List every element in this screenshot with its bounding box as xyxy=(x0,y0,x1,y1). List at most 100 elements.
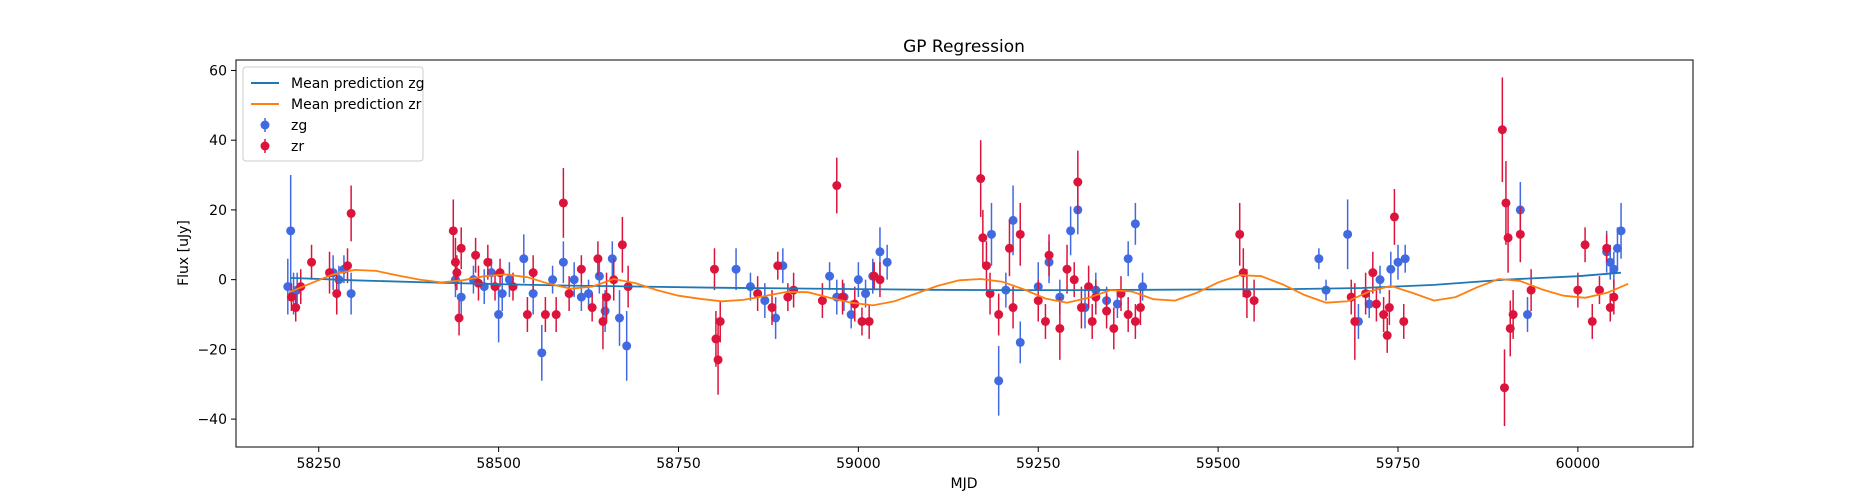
data-point-zg xyxy=(1066,226,1076,236)
data-point-zg xyxy=(986,229,996,239)
series-zg xyxy=(283,175,1626,416)
data-point-zg xyxy=(1609,264,1619,274)
data-point-zg xyxy=(456,292,466,302)
data-point-zg xyxy=(558,257,568,267)
data-point-zr xyxy=(1004,243,1014,253)
data-point-zg xyxy=(1400,254,1410,264)
data-point-zg xyxy=(1130,219,1140,229)
data-point-zg xyxy=(846,310,856,320)
data-point-zr xyxy=(715,316,725,326)
data-point-zr xyxy=(617,240,627,250)
data-point-zg xyxy=(622,341,632,351)
data-point-zr xyxy=(713,355,723,365)
data-point-zg xyxy=(594,271,604,281)
data-point-zr xyxy=(857,316,867,326)
y-axis: −40 −20 0 20 40 60 xyxy=(197,63,236,428)
data-point-zr xyxy=(875,275,885,285)
data-point-zr xyxy=(343,261,353,271)
data-point-zr xyxy=(817,296,827,306)
y-tick-label: 60 xyxy=(209,63,227,79)
data-point-zr xyxy=(1594,285,1604,295)
data-point-zg xyxy=(548,275,558,285)
data-point-zr xyxy=(471,250,481,260)
data-point-zr xyxy=(332,289,342,299)
data-point-zr xyxy=(1605,303,1615,313)
data-point-zr xyxy=(1389,212,1399,222)
data-point-zr xyxy=(1069,275,1079,285)
data-point-zg xyxy=(760,296,770,306)
data-point-zr xyxy=(1044,250,1054,260)
data-point-zg xyxy=(1605,257,1615,267)
series-zr xyxy=(286,77,1619,427)
data-point-zr xyxy=(783,292,793,302)
data-point-zg xyxy=(1343,229,1353,239)
data-point-zr xyxy=(1242,289,1252,299)
data-point-zr xyxy=(593,254,603,264)
data-point-zr xyxy=(789,285,799,295)
x-tick-label: 59500 xyxy=(1196,456,1241,472)
data-point-zr xyxy=(456,243,466,253)
data-point-zr xyxy=(1399,316,1409,326)
data-point-zr xyxy=(1055,323,1065,333)
data-point-zg xyxy=(1393,257,1403,267)
data-point-zr xyxy=(994,310,1004,320)
data-point-zr xyxy=(753,289,763,299)
data-point-zr xyxy=(558,198,568,208)
legend-label: Mean prediction zg xyxy=(291,76,425,92)
data-point-zg xyxy=(882,257,892,267)
y-axis-title: Flux [uJy] xyxy=(176,220,192,286)
data-point-zr xyxy=(598,316,608,326)
data-point-zr xyxy=(981,261,991,271)
data-point-zg xyxy=(1314,254,1324,264)
data-point-zr xyxy=(1609,292,1619,302)
data-point-zr xyxy=(1503,233,1513,243)
data-point-zg xyxy=(528,289,538,299)
data-point-zr xyxy=(978,233,988,243)
data-point-zg xyxy=(614,313,624,323)
data-point-zr xyxy=(1249,296,1259,306)
y-tick-label: −40 xyxy=(197,412,227,428)
series-line-Mean-prediction-zr xyxy=(289,268,1629,307)
data-point-zr xyxy=(1087,316,1097,326)
x-tick-label: 58250 xyxy=(296,456,341,472)
data-point-zr xyxy=(576,264,586,274)
data-point-zr xyxy=(1084,282,1094,292)
data-point-zg xyxy=(825,271,835,281)
y-tick-label: 40 xyxy=(209,133,227,149)
legend-label: zg xyxy=(291,118,307,134)
data-point-zr xyxy=(1497,125,1507,135)
data-point-zr xyxy=(587,303,597,313)
data-point-zr xyxy=(1102,306,1112,316)
data-point-zr xyxy=(1033,296,1043,306)
data-point-zr xyxy=(522,310,532,320)
data-point-zr xyxy=(1515,229,1525,239)
data-point-zr xyxy=(551,310,561,320)
data-point-zr xyxy=(709,264,719,274)
data-point-zr xyxy=(832,181,842,191)
data-point-zg xyxy=(286,226,296,236)
data-point-zr xyxy=(1123,310,1133,320)
legend: Mean prediction zg Mean prediction zr zg zr xyxy=(242,66,425,162)
series-layer xyxy=(283,77,1629,427)
data-point-zg xyxy=(1523,310,1533,320)
data-point-zr xyxy=(448,226,458,236)
data-point-zr xyxy=(1573,285,1583,295)
data-point-zr xyxy=(508,282,518,292)
data-point-zg xyxy=(1321,285,1331,295)
data-point-zg xyxy=(1375,275,1385,285)
y-tick-label: 20 xyxy=(209,203,227,219)
data-point-zr xyxy=(1602,243,1612,253)
data-point-zg xyxy=(519,254,529,264)
data-point-zg xyxy=(1008,215,1018,225)
data-point-zr xyxy=(1587,316,1597,326)
data-point-zr xyxy=(1135,303,1145,313)
data-point-zr xyxy=(1384,303,1394,313)
data-point-zg xyxy=(1112,299,1122,309)
data-point-zr xyxy=(346,208,356,218)
data-point-zg xyxy=(1123,254,1133,264)
data-point-zr xyxy=(767,303,777,313)
legend-box xyxy=(242,66,424,162)
data-point-zg xyxy=(584,289,594,299)
